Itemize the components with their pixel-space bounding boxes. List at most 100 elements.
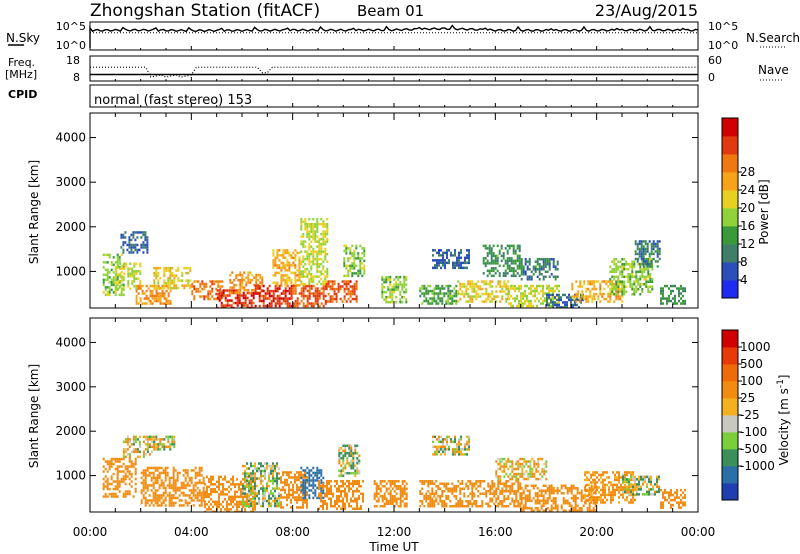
power-heatmap-cell: [294, 259, 297, 262]
velocity-heatmap-cell: [427, 505, 430, 508]
power-heatmap-cell: [363, 269, 366, 273]
velocity-heatmap: [102, 435, 686, 512]
power-heatmap-cell: [636, 260, 639, 263]
velocity-heatmap-cell: [212, 478, 214, 481]
velocity-heatmap-cell: [509, 460, 512, 463]
power-heatmap-cell: [120, 236, 123, 239]
power-heatmap-cell: [298, 266, 301, 270]
power-heatmap-cell: [468, 254, 470, 257]
power-heatmap-cell: [144, 231, 147, 234]
power-heatmap-cell: [290, 254, 293, 257]
velocity-heatmap-cell: [550, 487, 553, 490]
power-heatmap-cell: [308, 289, 311, 293]
velocity-heatmap-cell: [286, 471, 288, 474]
velocity-heatmap-cell: [458, 440, 460, 444]
power-heatmap-cell: [325, 285, 328, 288]
power-heatmap-cell: [403, 295, 406, 299]
power-heatmap-cell: [530, 292, 532, 295]
power-heatmap-cell: [122, 251, 125, 254]
power-heatmap-cell: [294, 266, 297, 270]
velocity-heatmap-cell: [536, 507, 539, 510]
power-heatmap-cell: [522, 304, 524, 308]
power-heatmap-cell: [258, 287, 261, 290]
velocity-heatmap-cell: [499, 480, 502, 483]
velocity-heatmap-cell: [491, 480, 494, 483]
velocity-heatmap-cell: [196, 471, 199, 475]
velocity-heatmap-cell: [421, 482, 424, 485]
power-heatmap-cell: [439, 289, 442, 293]
power-heatmap-cell: [436, 251, 438, 255]
velocity-heatmap-cell: [590, 484, 593, 487]
velocity-heatmap-cell: [499, 475, 502, 478]
power-heatmap-cell: [339, 285, 342, 288]
velocity-heatmap-cell: [348, 462, 351, 465]
power-heatmap-cell: [455, 294, 458, 298]
velocity-heatmap-cell: [316, 476, 319, 480]
freq-nave-panel: Freq. [MHz] 18 8 60 0 Nave: [5, 54, 789, 84]
velocity-heatmap-cell: [146, 486, 149, 490]
power-heatmap-cell: [617, 285, 620, 288]
velocity-heatmap-cell: [214, 490, 216, 494]
velocity-heatmap-cell: [134, 448, 137, 451]
velocity-heatmap-cell: [326, 482, 328, 485]
power-heatmap-cell: [290, 297, 293, 300]
power-heatmap-cell: [351, 267, 354, 270]
velocity-heatmap-cell: [210, 480, 212, 484]
power-heatmap-cell: [115, 285, 118, 288]
velocity-heatmap-cell: [308, 481, 311, 485]
velocity-heatmap-cell: [126, 492, 129, 496]
power-heatmap-cell: [449, 294, 452, 298]
power-heatmap-cell: [441, 287, 444, 290]
power-heatmap-cell: [224, 289, 227, 292]
power-heatmap-cell: [391, 290, 394, 294]
velocity-heatmap-cell: [112, 462, 115, 466]
velocity-heatmap-cell: [336, 507, 338, 510]
velocity-heatmap-cell: [545, 462, 548, 466]
velocity-heatmap-cell: [458, 445, 460, 449]
power-heatmap-cell: [195, 290, 198, 293]
power-heatmap-cell: [121, 277, 124, 280]
power-heatmap-cell: [314, 294, 317, 298]
power-heatmap-cell: [284, 279, 287, 282]
velocity-heatmap-cell: [342, 467, 345, 470]
power-heatmap-cell: [503, 280, 506, 283]
power-heatmap-cell: [199, 282, 202, 286]
power-heatmap-cell: [306, 304, 309, 308]
velocity-heatmap-cell: [453, 490, 456, 493]
velocity-heatmap-cell: [330, 492, 332, 495]
power-heatmap-cell: [320, 245, 323, 248]
velocity-heatmap-cell: [523, 457, 526, 461]
velocity-heatmap-cell: [521, 467, 524, 471]
velocity-heatmap-cell: [588, 471, 590, 474]
power-heatmap-cell: [308, 237, 311, 241]
power-heatmap-cell: [320, 242, 323, 246]
power-heatmap-cell: [488, 272, 491, 275]
velocity-heatmap-cell: [546, 487, 549, 490]
power-heatmap-cell: [389, 275, 392, 279]
velocity-heatmap-cell: [344, 454, 347, 457]
velocity-heatmap-cell: [399, 502, 402, 505]
velocity-heatmap-cell: [164, 469, 167, 472]
power-heatmap-cell: [349, 269, 352, 273]
velocity-heatmap-cell: [548, 492, 551, 495]
velocity-heatmap-cell: [242, 484, 244, 488]
power-heatmap-cell: [135, 277, 138, 280]
velocity-heatmap-cell: [304, 496, 307, 500]
velocity-heatmap-cell: [399, 500, 402, 503]
power-heatmap-cell: [575, 280, 578, 283]
velocity-heatmap-cell: [489, 487, 492, 490]
velocity-heatmap-cell: [234, 485, 236, 489]
power-heatmap-cell: [320, 232, 323, 236]
power-heatmap-cell: [246, 291, 249, 295]
velocity-heatmap-cell: [519, 495, 522, 498]
power-heatmap-cell: [169, 279, 172, 282]
velocity-heatmap-cell: [312, 476, 315, 480]
velocity-heatmap-cell: [180, 499, 183, 502]
velocity-heatmap-cell: [202, 479, 205, 482]
velocity-heatmap-cell: [548, 489, 551, 492]
velocity-heatmap-cell: [124, 475, 127, 478]
power-heatmap-cell: [171, 266, 174, 270]
velocity-heatmap-cell: [236, 508, 238, 511]
power-heatmap-cell: [603, 287, 606, 291]
power-heatmap-cell: [310, 304, 313, 308]
